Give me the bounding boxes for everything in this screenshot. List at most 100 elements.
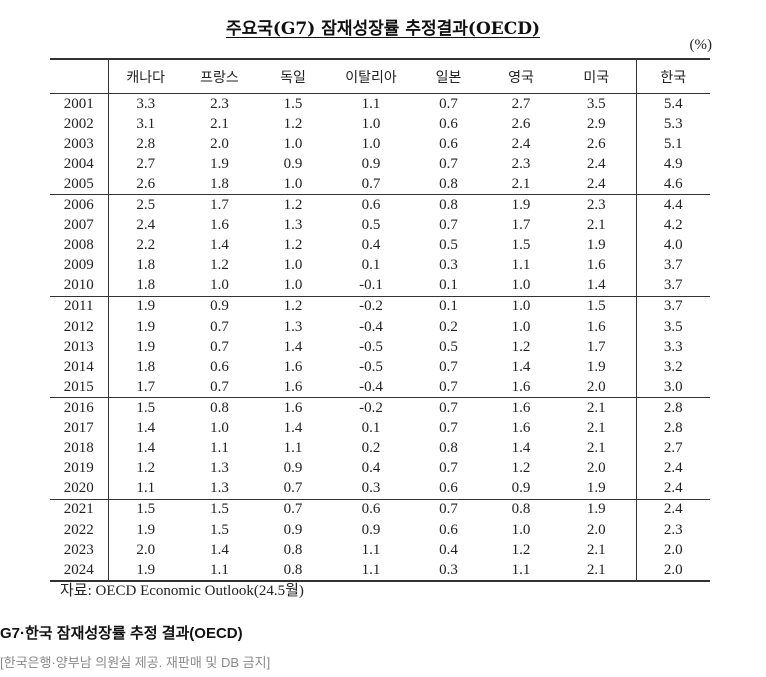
year-cell: 2024 [50, 560, 109, 583]
value-cell-korea: 4.9 [635, 154, 710, 175]
value-cell-italy: -0.2 [359, 298, 383, 315]
value-cell-italy: 0.7 [330, 174, 412, 196]
value-cell-us: 2.6 [586, 135, 606, 152]
value-cell-france: 1.7 [210, 197, 229, 214]
value-cell-uk: 1.1 [485, 560, 557, 583]
value-cell-uk: 1.6 [511, 420, 531, 437]
year-cell: 2008 [50, 235, 109, 256]
year-cell: 2015 [50, 377, 109, 399]
value-cell-us: 3.5 [586, 95, 606, 112]
value-cell-italy: 0.6 [361, 501, 381, 518]
value-cell-canada: 3.3 [136, 95, 156, 112]
value-cell-uk: 1.2 [511, 541, 531, 558]
value-cell-canada: 1.5 [136, 399, 156, 416]
table-row: 2003 2.8 2.0 1.0 1.0 0.6 2.4 2.6 5.1 [50, 134, 710, 155]
value-cell-france: 1.4 [210, 541, 229, 558]
value-cell-france: 1.3 [210, 460, 229, 477]
image-credit: [한국은행·양부남 의원실 제공. 재판매 및 DB 금지] [0, 655, 271, 670]
table-row: 2005 2.6 1.8 1.0 0.7 0.8 2.1 2.4 4.6 [50, 174, 710, 196]
value-cell-us: 2.3 [586, 197, 606, 214]
value-cell-italy: -0.1 [330, 275, 412, 297]
year-cell: 2010 [50, 275, 109, 297]
table-row: 2021 1.5 1.5 0.7 0.6 0.7 0.8 1.9 2.4 [50, 499, 710, 520]
year-cell: 2005 [50, 174, 109, 196]
table-row: 2019 1.2 1.3 0.9 0.4 0.7 1.2 2.0 2.4 [50, 458, 710, 479]
table-row: 2014 1.8 0.6 1.6 -0.5 0.7 1.4 1.9 3.2 [50, 357, 710, 378]
value-cell-france: 1.1 [210, 440, 229, 457]
value-cell-canada: 1.9 [136, 338, 156, 355]
value-cell-canada: 1.1 [108, 478, 183, 500]
value-cell-france: 1.1 [183, 560, 256, 583]
value-cell-canada: 2.4 [136, 217, 156, 234]
value-cell-uk: 1.0 [511, 298, 531, 315]
value-cell-us: 1.6 [586, 257, 606, 274]
value-cell-japan: 0.5 [439, 338, 458, 355]
value-cell-japan: 0.6 [439, 135, 458, 152]
value-cell-korea: 2.4 [635, 499, 710, 520]
value-cell-uk: 1.7 [511, 217, 531, 234]
year-cell: 2013 [50, 337, 109, 358]
value-cell-japan: 0.7 [439, 399, 458, 416]
value-cell-canada: 1.8 [108, 275, 183, 297]
value-cell-us: 2.1 [557, 560, 636, 583]
value-cell-france: 1.8 [183, 174, 256, 196]
value-cell-germany: 1.6 [283, 358, 303, 375]
value-cell-france: 0.6 [210, 358, 229, 375]
value-cell-germany: 1.3 [283, 318, 303, 335]
table-row: 2020 1.1 1.3 0.7 0.3 0.6 0.9 1.9 2.4 [50, 478, 710, 500]
value-cell-uk: 2.3 [511, 155, 531, 172]
value-cell-uk: 2.7 [511, 95, 531, 112]
value-cell-uk: 2.1 [485, 174, 557, 196]
value-cell-japan: 0.7 [439, 95, 458, 112]
column-header-germany: 독일 [256, 58, 330, 94]
value-cell-us: 2.0 [586, 460, 606, 477]
value-cell-uk: 1.0 [511, 521, 531, 538]
value-cell-italy: 0.9 [361, 521, 381, 538]
value-cell-korea: 2.0 [635, 540, 710, 561]
value-cell-us: 1.5 [586, 298, 606, 315]
value-cell-us: 1.9 [586, 358, 606, 375]
value-cell-canada: 1.2 [136, 460, 156, 477]
column-header-france: 프랑스 [183, 58, 256, 94]
year-cell: 2009 [50, 255, 109, 276]
value-cell-korea: 5.1 [635, 134, 710, 155]
value-cell-canada: 1.8 [136, 358, 156, 375]
value-cell-germany: 1.2 [283, 298, 303, 315]
value-cell-italy: 0.2 [361, 440, 381, 457]
value-cell-us: 2.1 [586, 541, 606, 558]
value-cell-korea: 4.2 [635, 215, 710, 236]
value-cell-canada: 2.2 [136, 237, 156, 254]
value-cell-japan: 0.7 [439, 501, 458, 518]
value-cell-germany: 1.5 [283, 95, 303, 112]
column-header-japan: 일본 [412, 58, 485, 94]
value-cell-us: 2.4 [557, 174, 636, 196]
value-cell-us: 1.9 [586, 237, 606, 254]
value-cell-us: 2.1 [586, 217, 606, 234]
table-row: 2004 2.7 1.9 0.9 0.9 0.7 2.3 2.4 4.9 [50, 154, 710, 175]
value-cell-italy: 1.1 [361, 95, 381, 112]
value-cell-italy: -0.5 [359, 358, 383, 375]
table-row: 2012 1.9 0.7 1.3 -0.4 0.2 1.0 1.6 3.5 [50, 317, 710, 338]
value-cell-germany: 1.0 [256, 174, 330, 196]
value-cell-korea: 3.2 [635, 357, 710, 378]
value-cell-us: 1.4 [557, 275, 636, 297]
value-cell-japan: 0.3 [412, 560, 485, 583]
value-cell-france: 2.3 [210, 95, 229, 112]
value-cell-canada: 2.0 [136, 541, 156, 558]
value-cell-us: 2.1 [586, 440, 606, 457]
value-cell-uk: 0.9 [485, 478, 557, 500]
value-cell-uk: 2.6 [511, 115, 531, 132]
table-body: 2001 3.3 2.3 1.5 1.1 0.7 2.7 3.5 5.4 2002 3.1 2.1 1.… [50, 93, 710, 583]
value-cell-japan: 0.7 [439, 460, 458, 477]
unit-label: (%) [689, 37, 713, 53]
year-cell: 2007 [50, 215, 109, 236]
value-cell-canada: 1.4 [136, 440, 156, 457]
value-cell-italy: -0.2 [359, 399, 383, 416]
value-cell-japan: 0.8 [412, 174, 485, 196]
value-cell-canada: 3.1 [136, 115, 156, 132]
table-row: 2015 1.7 0.7 1.6 -0.4 0.7 1.6 2.0 3.0 [50, 377, 710, 399]
value-cell-germany: 0.9 [283, 155, 303, 172]
value-cell-korea: 2.4 [635, 458, 710, 479]
value-cell-germany: 0.9 [283, 460, 303, 477]
value-cell-germany: 1.6 [283, 399, 303, 416]
